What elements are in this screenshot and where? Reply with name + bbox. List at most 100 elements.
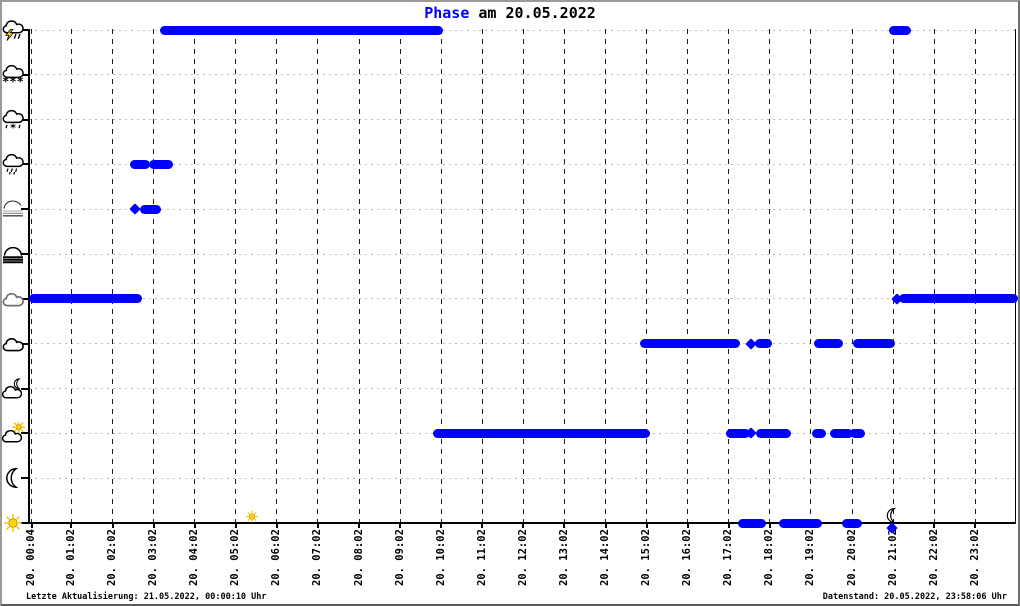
x-tick xyxy=(727,524,730,528)
y-gridline xyxy=(29,477,1015,479)
cloud-sun-icon xyxy=(1,420,26,444)
data-segment xyxy=(829,428,853,438)
x-tick xyxy=(234,524,237,528)
x-gridline xyxy=(317,29,319,522)
x-tick-label: 20. 05:02 xyxy=(229,529,242,586)
footer-data-state: Datenstand: 20.05.2022, 23:58:06 Uhr xyxy=(822,592,1007,602)
x-gridline xyxy=(481,29,483,522)
svg-text:***: *** xyxy=(2,74,24,85)
svg-text:*: * xyxy=(10,121,17,131)
x-tick-label: 20. 04:02 xyxy=(188,529,201,586)
x-tick-label: 20. 00:04 xyxy=(25,529,38,586)
data-segment xyxy=(28,294,142,304)
x-tick-label: 20. 03:02 xyxy=(147,529,160,586)
x-axis xyxy=(28,522,1016,524)
x-tick-label: 20. 08:02 xyxy=(352,529,365,586)
x-tick-label: 20. 13:02 xyxy=(557,529,570,586)
x-tick xyxy=(481,524,484,528)
data-segment xyxy=(814,339,843,349)
rain-icon xyxy=(1,153,25,176)
x-tick-label: 20. 12:02 xyxy=(516,529,529,586)
y-tick xyxy=(21,342,29,345)
x-tick xyxy=(152,524,155,528)
x-tick-label: 20. 10:02 xyxy=(434,529,447,586)
chart-title-date: am 20.05.2022 xyxy=(469,4,596,22)
x-gridline xyxy=(276,29,278,522)
x-tick xyxy=(645,524,648,528)
y-tick xyxy=(21,73,29,76)
x-tick-label: 20. 21:02 xyxy=(886,529,899,586)
data-segment xyxy=(842,518,862,528)
y-gridline xyxy=(29,343,1015,345)
data-segment xyxy=(888,25,912,35)
mist-sun-icon xyxy=(1,198,25,220)
x-tick xyxy=(70,524,73,528)
thunderstorm-icon xyxy=(1,19,25,41)
y-tick xyxy=(21,118,29,121)
y-gridline xyxy=(29,29,1015,31)
x-tick-label: 20. 23:02 xyxy=(968,529,981,586)
y-tick xyxy=(21,208,29,211)
x-gridline xyxy=(399,29,401,522)
data-segment xyxy=(778,518,823,528)
x-tick-label: 20. 07:02 xyxy=(311,529,324,586)
data-segment xyxy=(639,339,740,349)
y-gridline xyxy=(29,163,1015,165)
x-tick xyxy=(193,524,196,528)
x-tick-label: 20. 09:02 xyxy=(393,529,406,586)
x-gridline xyxy=(933,29,935,522)
y-tick xyxy=(21,253,29,256)
y-tick xyxy=(21,432,29,435)
x-gridline xyxy=(646,29,648,522)
x-tick-label: 20. 16:02 xyxy=(681,529,694,586)
x-tick-label: 20. 06:02 xyxy=(270,529,283,586)
data-segment xyxy=(812,428,826,438)
fog-icon xyxy=(1,243,25,265)
y-axis-right xyxy=(1014,29,1016,523)
x-gridline xyxy=(112,29,114,522)
x-gridline xyxy=(892,29,894,522)
x-tick xyxy=(933,524,936,528)
data-segment xyxy=(149,159,174,169)
x-gridline xyxy=(563,29,565,522)
sun-icon xyxy=(1,512,25,534)
y-gridline xyxy=(29,298,1015,300)
x-gridline xyxy=(810,29,812,522)
x-tick-label: 20. 11:02 xyxy=(475,529,488,586)
x-tick-label: 20. 15:02 xyxy=(640,529,653,586)
data-segment xyxy=(755,428,791,438)
chart-title: Phase am 20.05.2022 xyxy=(0,4,1020,22)
x-gridline xyxy=(687,29,689,522)
data-segment xyxy=(899,294,1018,304)
x-tick xyxy=(768,524,771,528)
x-tick xyxy=(358,524,361,528)
x-gridline xyxy=(194,29,196,522)
y-gridline xyxy=(29,119,1015,121)
x-gridline xyxy=(70,29,72,522)
y-gridline xyxy=(29,74,1015,76)
x-tick xyxy=(399,524,402,528)
moonrise-moon-icon xyxy=(883,507,901,524)
y-gridline xyxy=(29,388,1015,390)
x-tick-label: 20. 02:02 xyxy=(106,529,119,586)
x-tick xyxy=(111,524,114,528)
sunrise-sun-icon xyxy=(244,509,260,524)
x-tick xyxy=(686,524,689,528)
data-segment xyxy=(738,518,767,528)
y-tick xyxy=(21,522,29,524)
x-tick xyxy=(604,524,607,528)
y-tick xyxy=(21,29,29,31)
x-tick xyxy=(30,524,33,528)
data-segment xyxy=(433,428,651,438)
chart-title-phase: Phase xyxy=(424,4,470,22)
x-gridline xyxy=(605,29,607,522)
x-gridline xyxy=(153,29,155,522)
x-gridline xyxy=(235,29,237,522)
x-gridline xyxy=(358,29,360,522)
data-segment xyxy=(139,204,161,214)
x-tick-label: 20. 20:02 xyxy=(845,529,858,586)
y-tick xyxy=(21,163,29,166)
data-segment xyxy=(755,339,773,349)
data-segment xyxy=(160,25,443,35)
x-tick-label: 20. 18:02 xyxy=(763,529,776,586)
